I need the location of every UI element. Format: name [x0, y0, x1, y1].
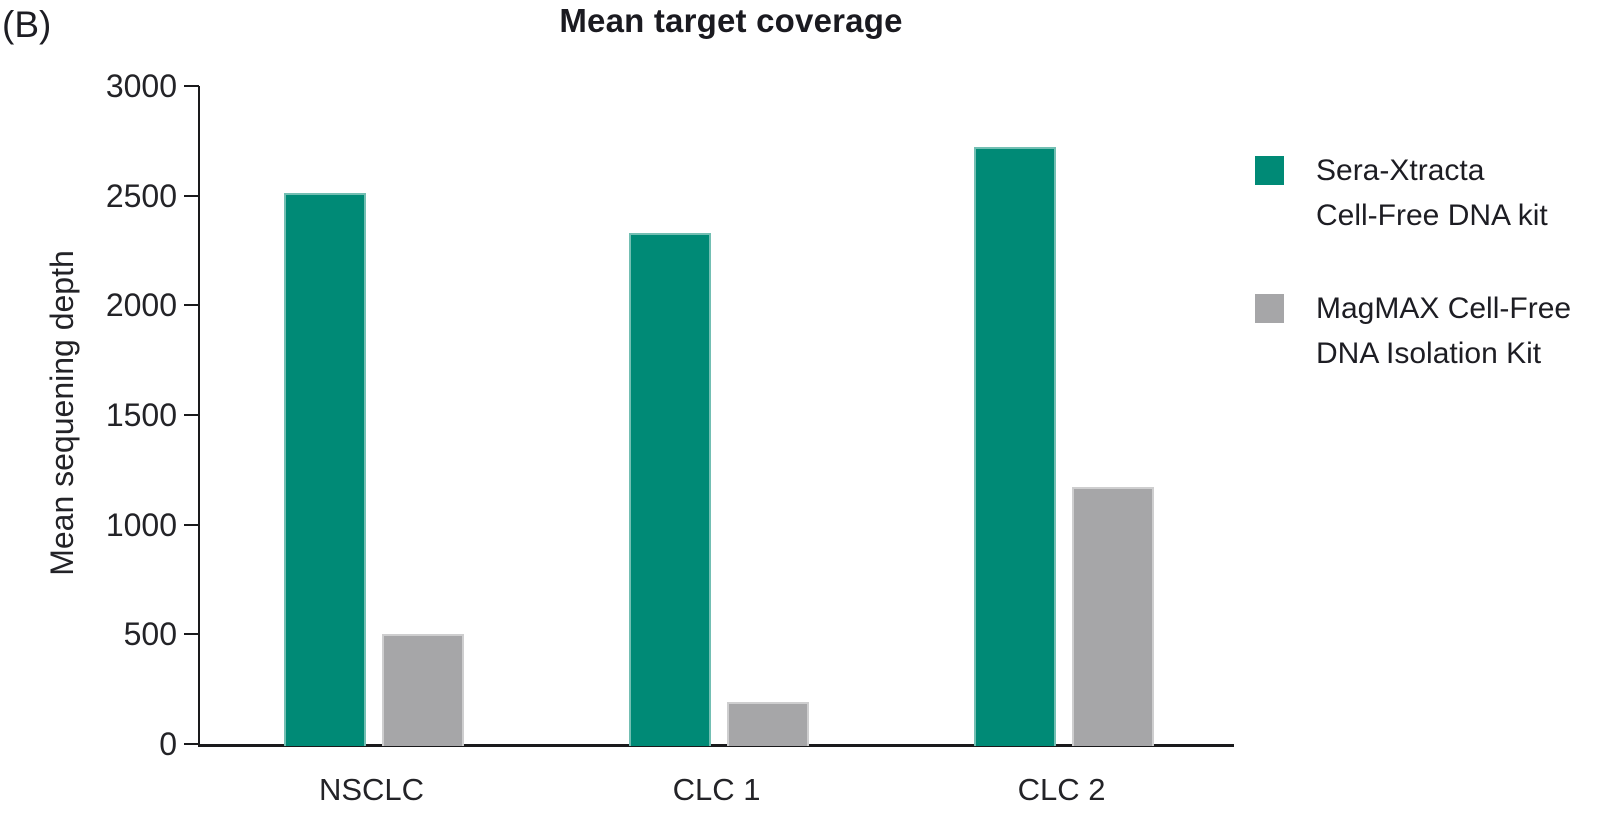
- bar-clc-1-series-0: [628, 232, 711, 746]
- legend-item: MagMAX Cell-Free DNA Isolation Kit: [1255, 286, 1571, 376]
- y-tick-label: 1500: [105, 397, 177, 433]
- y-tick-mark: [184, 85, 199, 87]
- y-tick-mark: [184, 523, 199, 526]
- y-axis-line: [198, 86, 200, 747]
- panel-label: (B): [2, 4, 52, 45]
- y-tick-mark: [184, 633, 199, 636]
- legend-label: Sera-Xtracta Cell-Free DNA kit: [1316, 154, 1548, 232]
- chart-title: Mean target coverage: [559, 2, 903, 39]
- legend-label: MagMAX Cell-Free DNA Isolation Kit: [1316, 292, 1572, 370]
- legend: Sera-Xtracta Cell-Free DNA kit MagMAX Cell…: [1255, 148, 1571, 376]
- legend-swatch: [1255, 294, 1284, 323]
- y-tick-label: 500: [123, 616, 177, 653]
- bar-clc-1-series-1: [726, 702, 809, 746]
- y-tick-label: 2500: [105, 177, 177, 214]
- bar-nsclc-series-1: [381, 634, 464, 746]
- y-tick-mark: [184, 194, 199, 197]
- y-tick-label: 0: [159, 726, 177, 762]
- x-category-label: CLC 1: [672, 772, 761, 807]
- legend-swatch: [1255, 156, 1284, 185]
- x-axis-line: [198, 744, 1234, 747]
- x-category-label: NSCLC: [318, 772, 425, 807]
- bar-nsclc-series-0: [283, 193, 366, 746]
- y-tick-label: 2000: [105, 287, 177, 324]
- bar-clc-2-series-0: [973, 147, 1056, 746]
- x-category-label: CLC 2: [1017, 772, 1106, 807]
- bar-clc-2-series-1: [1071, 487, 1154, 746]
- y-tick-mark: [184, 743, 199, 745]
- y-tick-label: 1000: [105, 506, 177, 543]
- y-tick-label: 3000: [105, 68, 177, 104]
- y-tick-mark: [184, 414, 199, 416]
- y-tick-mark: [184, 304, 199, 307]
- legend-item: Sera-Xtracta Cell-Free DNA kit: [1255, 148, 1571, 238]
